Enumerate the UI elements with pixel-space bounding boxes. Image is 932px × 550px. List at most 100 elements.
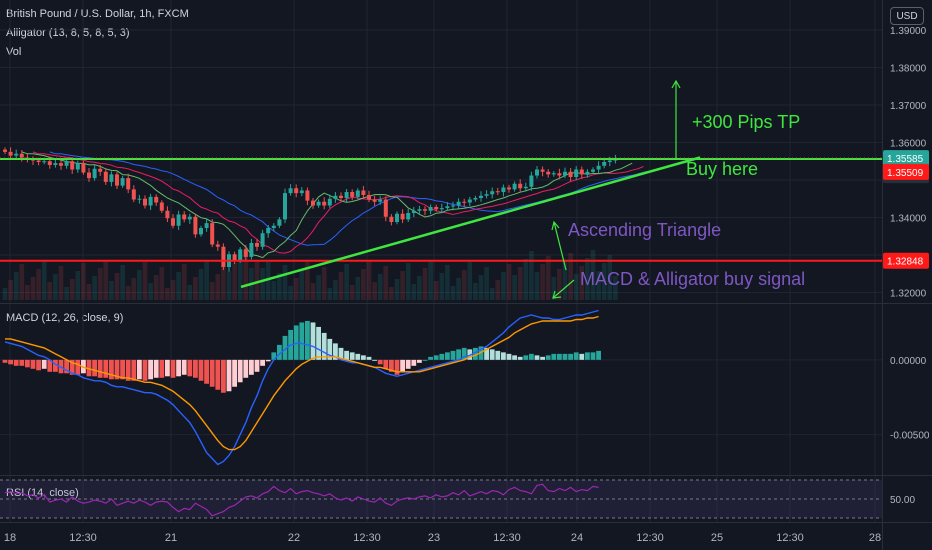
volume-bar	[372, 282, 377, 300]
macd-histogram-bar	[327, 338, 333, 360]
macd-histogram	[2, 320, 601, 393]
volume-bar	[400, 271, 405, 300]
macd-histogram-bar	[299, 322, 305, 360]
candle-body	[53, 163, 58, 165]
candle-body	[344, 192, 349, 198]
volume-bar	[215, 274, 221, 300]
macd-histogram-bar	[25, 359, 30, 368]
candle-body	[210, 223, 215, 245]
volume-bar	[299, 270, 305, 300]
candle-body	[126, 178, 131, 190]
volume-bar	[58, 266, 64, 300]
candle-body	[8, 151, 13, 156]
volume-bar	[383, 266, 389, 300]
candle-body	[428, 207, 433, 211]
candle-body	[467, 199, 472, 203]
currency-badge[interactable]: USD	[890, 7, 924, 25]
macd-histogram-bar	[187, 359, 193, 377]
volume-bar	[13, 272, 19, 300]
volume-bar	[445, 265, 450, 300]
macd-histogram-bar	[41, 359, 47, 369]
annotations	[551, 79, 681, 299]
volume-bar	[2, 288, 8, 300]
candle-body	[350, 192, 355, 197]
time-tick-label: 21	[165, 532, 177, 544]
macd-histogram-bar	[170, 359, 176, 378]
candle-body	[42, 161, 47, 163]
volume-bar	[327, 288, 333, 300]
signal-arrow-down-head	[552, 290, 562, 299]
candle-body	[333, 195, 338, 199]
candle-body	[479, 195, 483, 198]
candle-body	[389, 216, 394, 222]
candle-body	[563, 171, 567, 176]
macd-histogram-bar	[573, 352, 579, 360]
macd-histogram-bar	[243, 359, 249, 378]
tp-arrow	[671, 79, 681, 160]
alligator-teeth-line	[32, 151, 644, 254]
candle-body	[221, 246, 226, 267]
candle-body	[294, 188, 299, 194]
candle-body	[59, 163, 63, 166]
candle-body	[591, 169, 595, 172]
legend-rsi: RSI (14, close)	[6, 487, 79, 499]
candle-body	[311, 200, 315, 206]
macd-histogram-bar	[501, 352, 506, 360]
time-tick-label: 18	[4, 532, 16, 544]
candle-body	[484, 194, 489, 196]
time-tick-label: 25	[711, 532, 723, 544]
volume-bar	[81, 263, 86, 300]
volume-bar	[433, 281, 439, 300]
macd-tick-label: 0.00000	[890, 356, 927, 367]
candle-body	[361, 190, 366, 195]
signal-arrow-up-head	[551, 220, 560, 231]
volume-bar	[439, 273, 445, 300]
candle-body	[243, 249, 248, 257]
volume-bar	[478, 275, 484, 300]
candle-body	[557, 173, 562, 176]
macd-histogram-bar	[305, 320, 310, 360]
candle-body	[36, 160, 41, 162]
volume-bar	[293, 278, 299, 300]
volume-bar	[69, 279, 75, 300]
macd-line	[4, 309, 599, 466]
rsi-line	[4, 483, 599, 517]
candle-body	[451, 205, 455, 207]
volume-bar	[361, 269, 366, 300]
volume-bar	[551, 277, 557, 300]
candle-body	[574, 169, 579, 177]
macd-histogram-bar	[148, 359, 153, 380]
macd-histogram-bar	[19, 359, 25, 366]
macd-histogram-bar	[461, 347, 467, 360]
volume-bar	[305, 262, 310, 300]
candle-body	[120, 178, 125, 186]
candle-body	[70, 161, 75, 170]
volume-bar	[221, 250, 226, 300]
candle-body	[19, 153, 24, 158]
macd-histogram-bar	[53, 359, 58, 372]
volume-bar	[601, 263, 607, 300]
volume-bar	[613, 276, 618, 300]
macd-histogram-bar	[232, 359, 237, 387]
tp-arrow-head	[671, 79, 681, 89]
volume-bar	[8, 280, 13, 300]
time-tick-label: 12:30	[493, 532, 521, 544]
candle-body	[131, 189, 136, 200]
signal-arrow-down	[552, 279, 575, 299]
candle-body	[518, 183, 523, 189]
candle-body	[546, 171, 551, 175]
candle-body	[260, 233, 265, 247]
candle-body	[154, 196, 159, 203]
candle-body	[540, 169, 545, 172]
volume-bar	[120, 265, 125, 300]
time-tick-label: 23	[428, 532, 440, 544]
candle-body	[383, 199, 388, 217]
volume-bar	[254, 260, 260, 300]
candle-body	[495, 191, 500, 193]
macd-histogram-bar	[153, 359, 159, 378]
macd-histogram-bar	[417, 359, 422, 363]
price-tag-red-level-box	[883, 252, 929, 269]
macd-histogram-bar	[400, 359, 405, 372]
candle-body	[400, 213, 405, 220]
